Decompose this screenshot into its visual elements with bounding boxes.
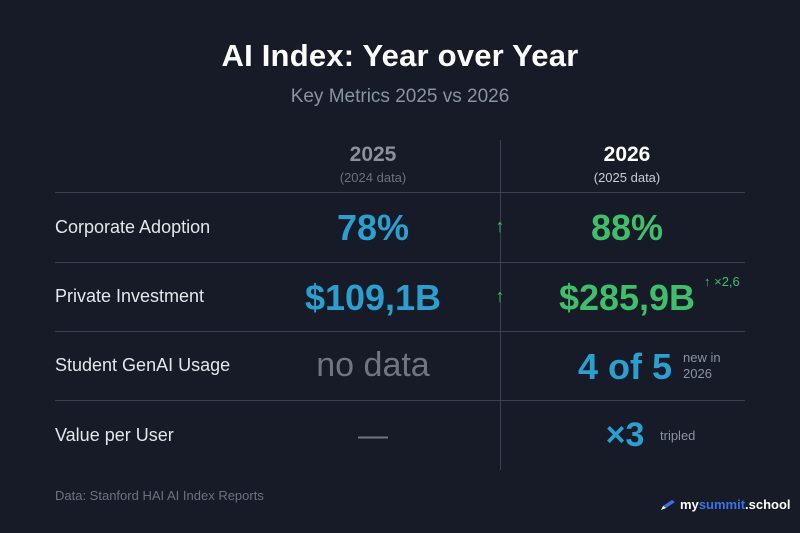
brand-logo: mysummit.school — [660, 497, 791, 512]
brand-accent: summit — [698, 497, 746, 512]
column-divider — [500, 140, 501, 470]
column-year: 2025 — [349, 143, 397, 166]
tripled-note: tripled — [660, 428, 696, 443]
row-divider — [55, 192, 745, 193]
page-subtitle: Key Metrics 2025 vs 2026 — [290, 86, 510, 107]
brand-prefix: my — [680, 497, 699, 512]
value-2025-corporate-adoption: 78% — [336, 207, 410, 248]
page-title: AI Index: Year over Year — [221, 38, 579, 73]
value-2026-corporate-adoption: 88% — [590, 207, 664, 248]
column-header-2026: 2026 (2025 data) — [507, 143, 747, 185]
row-label-value-per-user: Value per User — [55, 425, 174, 445]
up-arrow-icon: ↑ — [495, 216, 505, 236]
value-2025-private-investment: $109,1B — [304, 277, 442, 318]
value-2026-value-per-user: ×3 — [605, 416, 645, 454]
row-divider — [55, 331, 745, 332]
brand-suffix: .school — [745, 497, 791, 512]
column-header-2025: 2025 (2024 data) — [253, 143, 493, 185]
row-divider — [55, 400, 745, 401]
value-2025-value-per-user: — — [358, 419, 388, 452]
growth-note: ↑ ×2,6 — [704, 274, 740, 289]
row-divider — [55, 262, 745, 263]
pencil-icon — [661, 499, 675, 510]
new-note-line: new in — [683, 350, 721, 365]
source-note: Data: Stanford HAI AI Index Reports — [55, 488, 264, 503]
value-2026-student-genai-usage: 4 of 5 — [577, 346, 673, 387]
row-label-corporate-adoption: Corporate Adoption — [55, 217, 211, 237]
new-note-line: 2026 — [683, 366, 712, 381]
column-subtitle: (2024 data) — [339, 170, 407, 185]
new-note: new in 2026 — [683, 350, 721, 382]
column-subtitle: (2025 data) — [593, 170, 661, 185]
column-year: 2026 — [603, 143, 651, 166]
value-2026-private-investment: $285,9B — [558, 277, 696, 318]
up-arrow-icon: ↑ — [495, 286, 505, 306]
row-label-private-investment: Private Investment — [55, 286, 205, 306]
row-label-student-genai-usage: Student GenAI Usage — [55, 355, 231, 375]
value-2025-student-genai-usage: no data — [316, 346, 430, 384]
